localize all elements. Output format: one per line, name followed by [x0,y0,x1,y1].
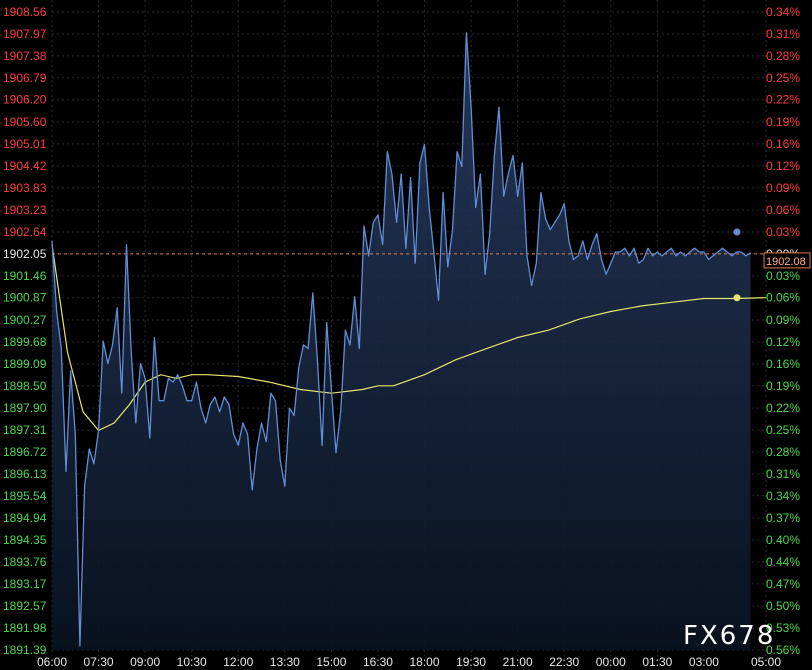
y-right-tick-label: 0.56% [766,643,800,657]
average-line-group [51,244,767,432]
price-line-group [51,32,751,647]
x-tick-label: 00:00 [596,655,626,669]
y-left-tick-label: 1893.76 [3,555,47,569]
y-right-tick-label: 0.28% [766,49,800,63]
y-left-tick-label: 1898.50 [3,379,47,393]
y-left-tick-label: 1894.94 [3,511,47,525]
y-left-tick-label: 1895.54 [3,489,47,503]
x-tick-label: 18:00 [410,655,440,669]
y-left-tick-label: 1893.17 [3,577,47,591]
x-tick-label: 16:30 [363,655,393,669]
y-right-tick-label: 0.47% [766,577,800,591]
last-price-tag: 1902.08 [763,252,811,269]
y-right-tick-label: 0.03% [766,225,800,239]
x-tick-label: 09:00 [130,655,160,669]
average-last-marker [733,294,741,302]
y-right-tick-label: 0.19% [766,115,800,129]
x-tick-label: 15:00 [316,655,346,669]
y-left-tick-label: 1897.90 [3,401,47,415]
x-tick-label: 21:00 [503,655,533,669]
y-left-tick-label: 1899.68 [3,335,47,349]
y-left-tick-label: 1902.05 [3,247,47,261]
y-right-tick-label: 0.12% [766,159,800,173]
x-tick-label: 05:00 [751,655,781,669]
x-tick-label: 06:00 [37,655,67,669]
y-right-tick-label: 0.09% [766,313,800,327]
y-left-tick-label: 1897.31 [3,423,47,437]
x-tick-label: 03:00 [689,655,719,669]
y-left-tick-label: 1906.20 [3,93,47,107]
y-left-tick-label: 1908.56 [3,5,47,19]
y-left-tick-label: 1903.83 [3,181,47,195]
y-right-tick-label: 0.37% [766,511,800,525]
y-right-tick-label: 0.19% [766,379,800,393]
y-right-tick-label: 0.28% [766,445,800,459]
last-price-label: 1902.08 [766,256,806,268]
y-left-tick-label: 1905.60 [3,115,47,129]
y-left-tick-label: 1900.27 [3,313,47,327]
y-right-tick-label: 0.06% [766,203,800,217]
x-tick-label: 19:30 [456,655,486,669]
y-right-tick-label: 0.22% [766,401,800,415]
watermark-logo-text: FX678 [683,621,775,651]
y-right-tick-label: 0.40% [766,533,800,547]
y-right-tick-label: 0.09% [766,181,800,195]
y-left-tick-label: 1902.64 [3,225,47,239]
price-line [51,32,751,647]
y-left-tick-label: 1907.38 [3,49,47,63]
y-left-tick-label: 1896.13 [3,467,47,481]
y-left-tick-label: 1891.39 [3,643,47,657]
x-tick-label: 07:30 [84,655,114,669]
y-right-tick-label: 0.25% [766,423,800,437]
y-right-tick-label: 0.16% [766,357,800,371]
y-left-tick-label: 1905.01 [3,137,47,151]
x-axis-labels: 06:00 07:30 09:00 10:30 12:00 13:30 15:00 16:30… [37,655,781,669]
y-left-tick-label: 1903.23 [3,203,47,217]
price-marker [733,228,741,236]
y-right-tick-label: 0.31% [766,27,800,41]
y-right-tick-label: 0.06% [766,291,800,305]
y-right-tick-label: 0.16% [766,137,800,151]
y-left-tick-label: 1896.72 [3,445,47,459]
y-right-tick-label: 0.34% [766,5,800,19]
y-axis-left-labels: 1908.56 1907.97 1907.38 1906.79 1906.20 1905.… [3,5,47,657]
y-left-tick-label: 1892.57 [3,599,47,613]
x-tick-label: 13:30 [270,655,300,669]
y-right-tick-label: 0.12% [766,335,800,349]
y-left-tick-label: 1901.46 [3,269,47,283]
average-price-line [51,244,767,432]
y-right-tick-label: 0.22% [766,93,800,107]
last-price-box [763,252,811,269]
y-left-tick-label: 1900.87 [3,291,47,305]
x-tick-label: 10:30 [177,655,207,669]
y-left-tick-label: 1906.79 [3,71,47,85]
y-left-tick-label: 1894.35 [3,533,47,547]
y-right-tick-label: 0.44% [766,555,800,569]
y-right-tick-label: 0.53% [766,621,800,635]
y-right-tick-label: 0.50% [766,599,800,613]
price-area [52,32,751,651]
x-tick-label: 01:30 [642,655,672,669]
y-axis-right-labels: 0.34% 0.31% 0.28% 0.25% 0.22% 0.19% 0.16% 0.12%… [766,5,800,657]
price-area-fill [52,32,751,651]
y-right-tick-label: 0.34% [766,489,800,503]
y-left-tick-label: 1904.42 [3,159,47,173]
x-tick-label: 12:00 [223,655,253,669]
x-tick-label: 22:30 [549,655,579,669]
y-right-tick-label: 0.25% [766,71,800,85]
y-right-tick-label: 0.31% [766,467,800,481]
y-left-tick-label: 1891.98 [3,621,47,635]
y-left-tick-label: 1899.09 [3,357,47,371]
markers-group [733,228,741,302]
y-right-tick-label: 0.03% [766,269,800,283]
y-left-tick-label: 1907.97 [3,27,47,41]
